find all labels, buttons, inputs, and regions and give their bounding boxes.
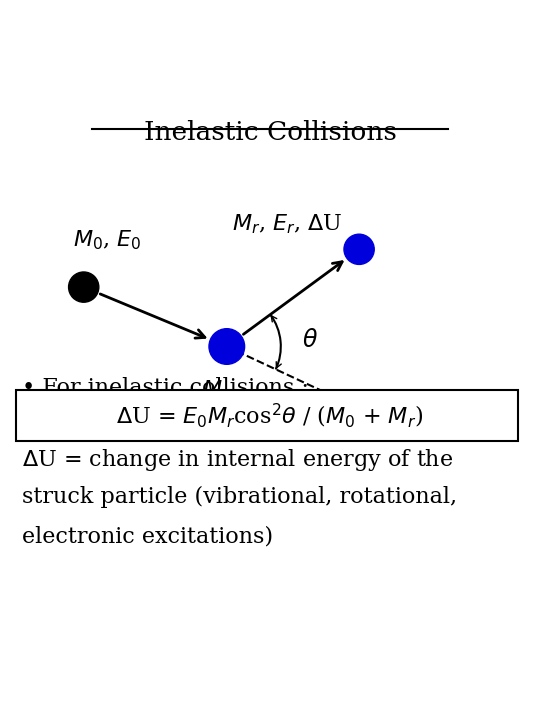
Text: $\Delta$U = $E_0$$M_r$cos$^2\theta$ / ($M_0$ + $M_r$): $\Delta$U = $E_0$$M_r$cos$^2\theta$ / ($… xyxy=(117,401,423,430)
Text: $M_0$, $E_0$: $M_0$, $E_0$ xyxy=(73,228,141,252)
Text: $M_r$, $E_r$, $\Delta$U: $M_r$, $E_r$, $\Delta$U xyxy=(232,212,343,236)
Text: • For inelastic collisions :: • For inelastic collisions : xyxy=(22,377,308,400)
Text: Inelastic Collisions: Inelastic Collisions xyxy=(144,120,396,145)
Text: $\Delta$U = change in internal energy of the: $\Delta$U = change in internal energy of… xyxy=(22,447,453,474)
Text: $\theta$: $\theta$ xyxy=(302,329,318,352)
Circle shape xyxy=(69,272,99,302)
Text: struck particle (vibrational, rotational,: struck particle (vibrational, rotational… xyxy=(22,487,457,508)
Text: $M_r$: $M_r$ xyxy=(202,379,230,402)
Circle shape xyxy=(209,328,245,364)
Circle shape xyxy=(344,234,374,264)
FancyBboxPatch shape xyxy=(16,390,518,441)
Text: electronic excitations): electronic excitations) xyxy=(22,526,273,547)
